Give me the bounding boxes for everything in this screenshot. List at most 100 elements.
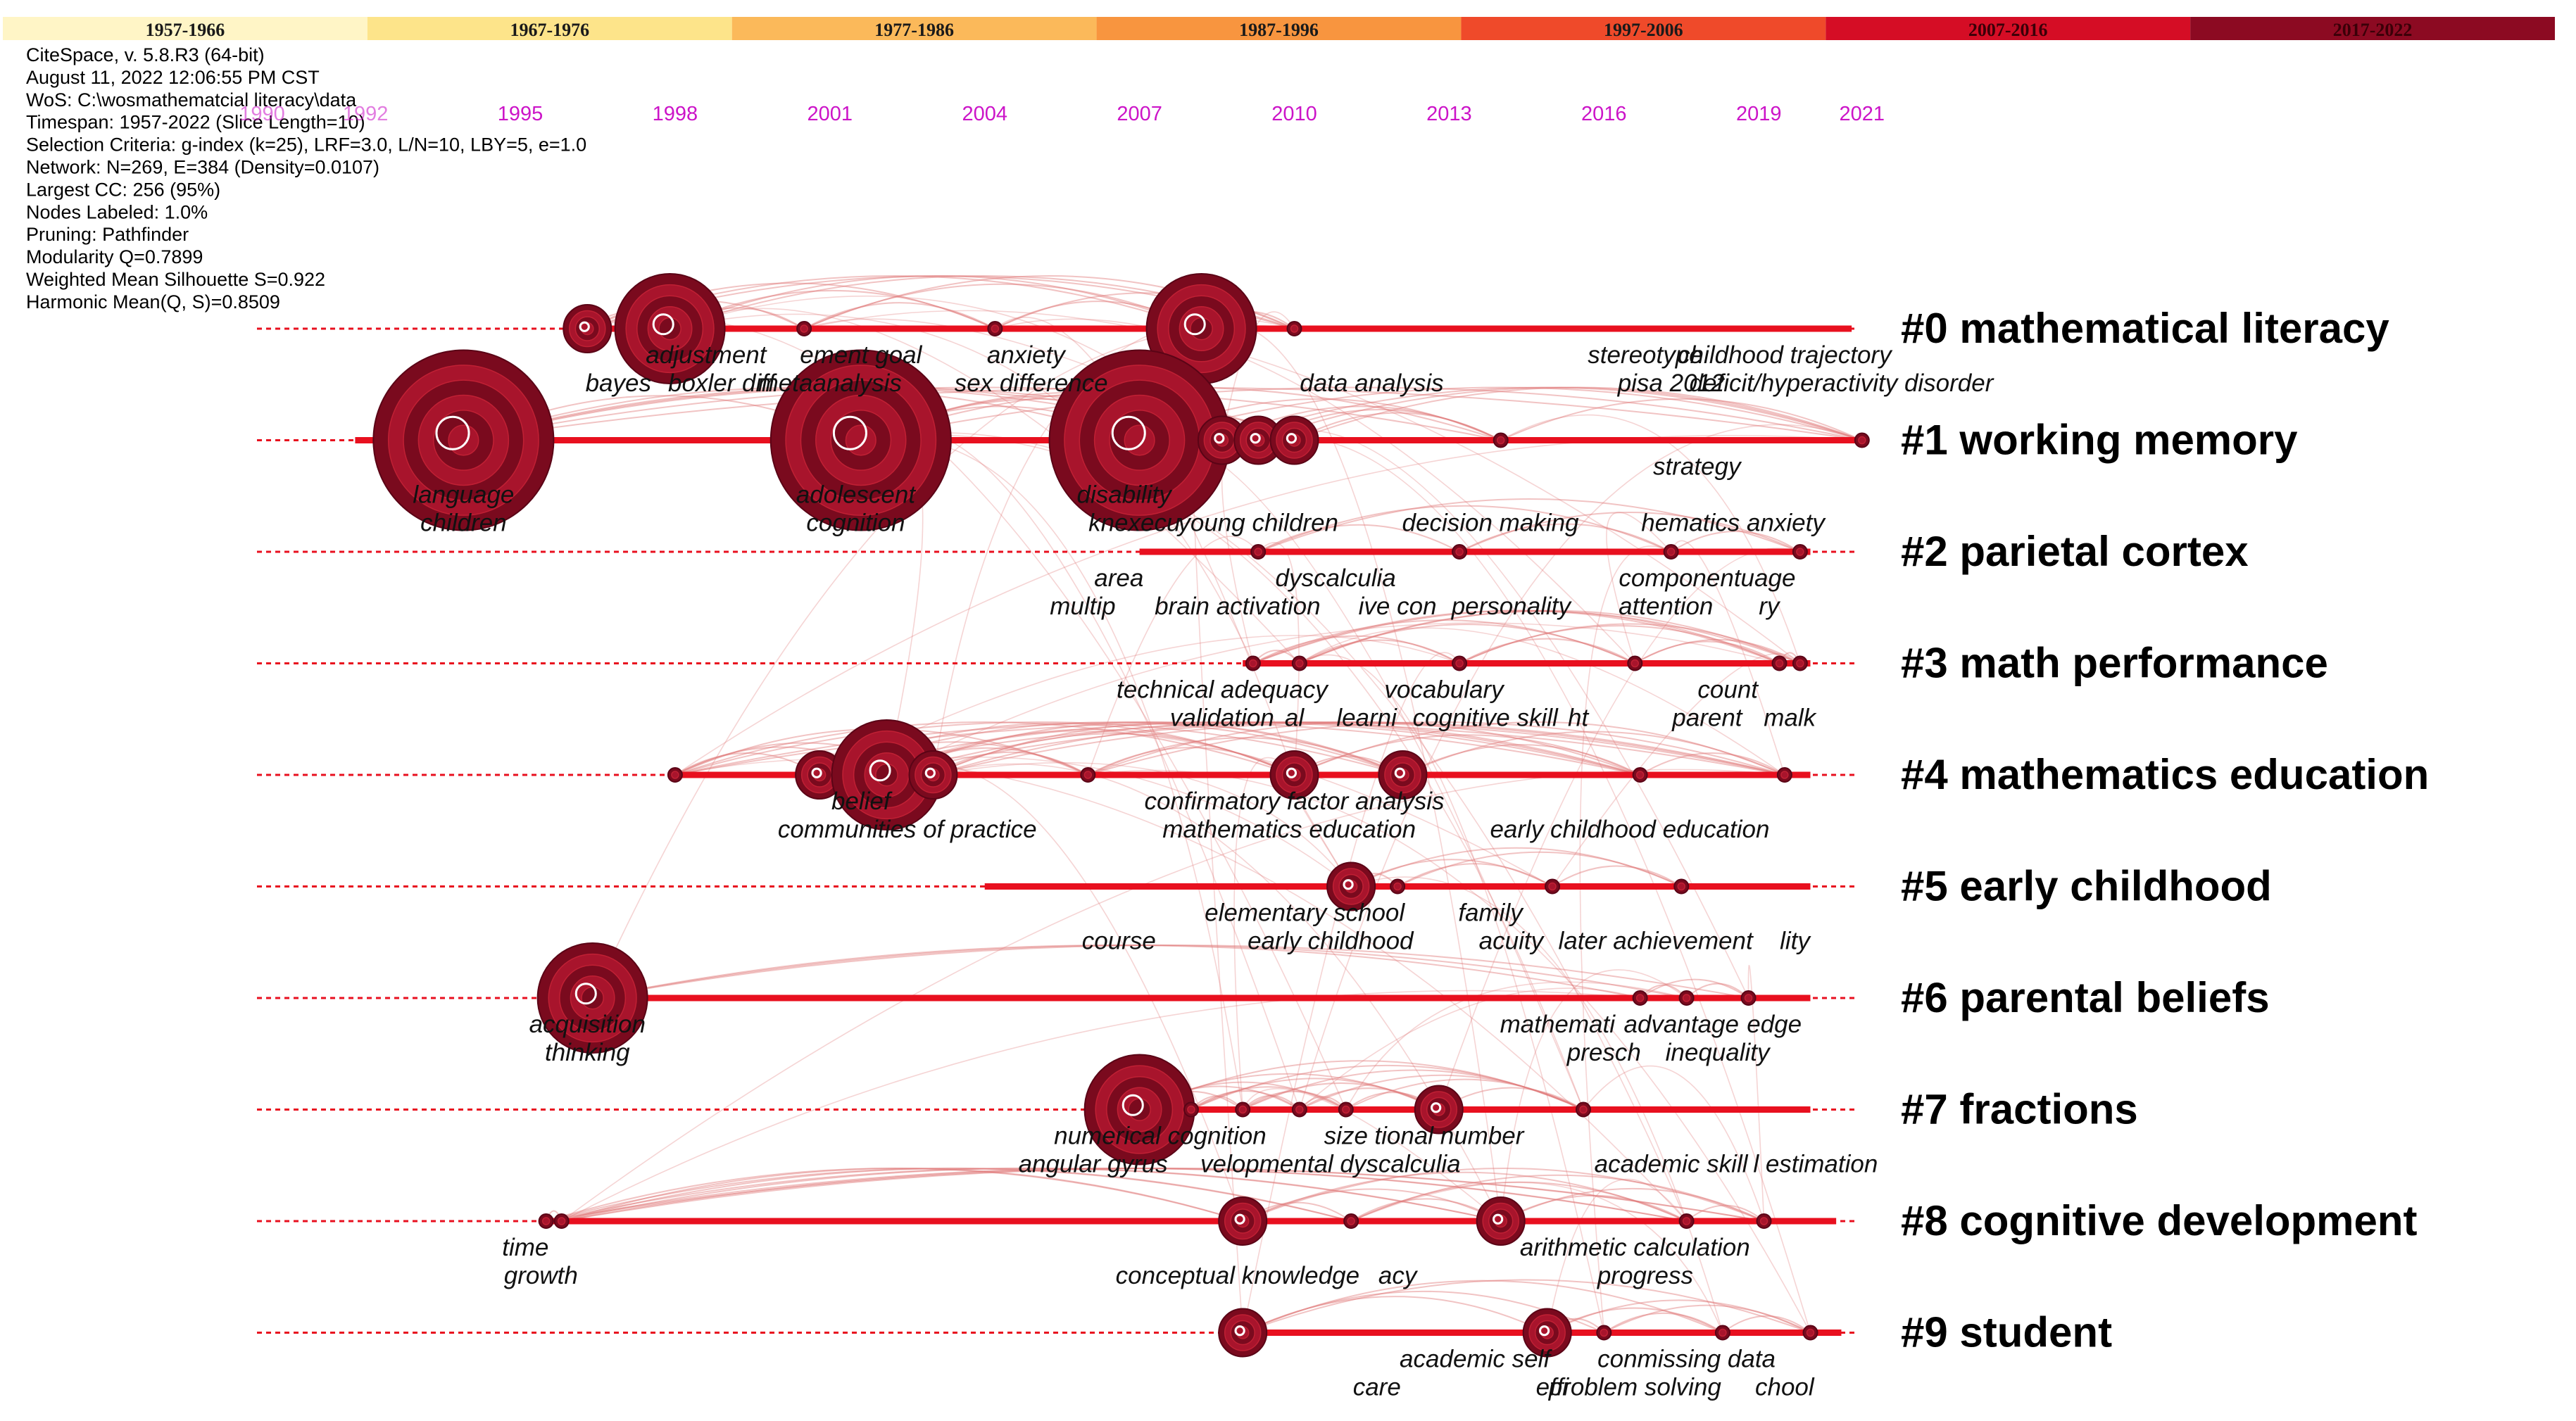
citation-node[interactable] bbox=[796, 321, 812, 336]
citation-node[interactable] bbox=[614, 273, 726, 384]
cluster-label[interactable]: #5 early childhood bbox=[1901, 863, 2272, 910]
citation-node[interactable] bbox=[1714, 1325, 1730, 1341]
citation-node[interactable] bbox=[553, 1213, 570, 1229]
citation-node[interactable] bbox=[769, 349, 952, 531]
citation-node[interactable] bbox=[372, 349, 555, 531]
citation-node[interactable] bbox=[1083, 1054, 1195, 1166]
citation-node[interactable] bbox=[1575, 1101, 1591, 1118]
citation-node[interactable] bbox=[1632, 990, 1648, 1006]
citation-node[interactable] bbox=[667, 767, 683, 783]
citation-arc bbox=[1242, 1279, 1811, 1334]
citation-node[interactable] bbox=[831, 719, 943, 831]
cluster-label[interactable]: #0 mathematical literacy bbox=[1901, 305, 2389, 352]
citation-arc bbox=[561, 1168, 1764, 1222]
year-tick-label: 2007 bbox=[1117, 103, 1162, 125]
citation-node[interactable] bbox=[1048, 349, 1231, 531]
cluster-label[interactable]: #7 fractions bbox=[1901, 1086, 2138, 1133]
cluster-label[interactable]: #9 student bbox=[1901, 1309, 2112, 1356]
citation-node[interactable] bbox=[1756, 1213, 1772, 1229]
citation-node[interactable] bbox=[795, 750, 845, 800]
citation-node[interactable] bbox=[1678, 990, 1695, 1006]
citation-arc bbox=[1547, 1299, 1811, 1334]
citation-node[interactable] bbox=[1218, 1308, 1268, 1358]
term-label: arithmetic calculation bbox=[1520, 1234, 1750, 1261]
citation-node[interactable] bbox=[1673, 878, 1690, 895]
citation-arc bbox=[546, 1168, 1764, 1222]
year-tick-label: 2016 bbox=[1581, 103, 1627, 125]
citation-arc bbox=[670, 275, 1202, 329]
citation-arc bbox=[1640, 978, 1749, 999]
citation-node[interactable] bbox=[1493, 432, 1509, 448]
citation-node[interactable] bbox=[1269, 750, 1319, 800]
citation-arc bbox=[933, 723, 1403, 776]
citation-node[interactable] bbox=[1343, 1213, 1359, 1229]
cluster-label[interactable]: #8 cognitive development bbox=[1901, 1197, 2418, 1244]
citation-node[interactable] bbox=[1596, 1325, 1612, 1341]
term-label: ry bbox=[1759, 593, 1781, 620]
cluster-label[interactable]: #6 parental beliefs bbox=[1901, 974, 2270, 1021]
citation-node[interactable] bbox=[1378, 750, 1428, 800]
term-label: effi bbox=[1536, 1374, 1570, 1401]
citation-node[interactable] bbox=[1522, 1308, 1572, 1358]
period-label: 2007-2016 bbox=[1968, 20, 2048, 40]
citation-node[interactable] bbox=[1771, 655, 1788, 671]
citation-node[interactable] bbox=[1632, 767, 1648, 783]
citation-arc bbox=[1299, 654, 1605, 1333]
term-label: vocabulary bbox=[1384, 676, 1505, 704]
citation-node[interactable] bbox=[1452, 544, 1468, 560]
citation-node[interactable] bbox=[1476, 1196, 1526, 1246]
term-label: time bbox=[502, 1234, 548, 1261]
citation-node[interactable] bbox=[1802, 1325, 1818, 1341]
citation-node[interactable] bbox=[1183, 1101, 1199, 1118]
citation-node[interactable] bbox=[1291, 1101, 1307, 1118]
citation-node[interactable] bbox=[1145, 273, 1257, 384]
citation-node[interactable] bbox=[1245, 655, 1261, 671]
citation-arc bbox=[819, 635, 1460, 776]
citation-node[interactable] bbox=[1218, 1196, 1268, 1246]
cluster-label[interactable]: #1 working memory bbox=[1901, 417, 2298, 464]
citation-node[interactable] bbox=[1338, 1101, 1354, 1118]
citation-node[interactable] bbox=[1740, 990, 1757, 1006]
citation-node[interactable] bbox=[1291, 655, 1307, 671]
info-line: Weighted Mean Silhouette S=0.922 bbox=[26, 269, 325, 290]
term-label: personality bbox=[1451, 593, 1573, 620]
citation-node[interactable] bbox=[1080, 767, 1096, 783]
year-tick-label: 1998 bbox=[653, 103, 698, 125]
citation-node[interactable] bbox=[987, 321, 1003, 336]
citation-node[interactable] bbox=[908, 750, 958, 800]
citation-node[interactable] bbox=[1250, 544, 1267, 560]
citation-node[interactable] bbox=[1233, 415, 1283, 465]
citation-node[interactable] bbox=[1414, 1085, 1464, 1135]
citation-node[interactable] bbox=[1792, 544, 1808, 560]
citation-node[interactable] bbox=[1235, 1101, 1251, 1118]
citation-node[interactable] bbox=[1452, 655, 1468, 671]
cluster-label[interactable]: #3 math performance bbox=[1901, 640, 2328, 687]
citation-node[interactable] bbox=[1776, 767, 1792, 783]
citation-arc bbox=[1350, 1181, 1688, 1222]
cluster-label[interactable]: #4 mathematics education bbox=[1901, 751, 2429, 798]
citation-node[interactable] bbox=[1390, 878, 1406, 895]
term-label: anxiety bbox=[987, 341, 1067, 369]
citation-arc bbox=[1242, 1171, 1687, 1222]
term-label: attention bbox=[1619, 593, 1713, 620]
citation-node[interactable] bbox=[536, 942, 648, 1054]
cluster-label[interactable]: #2 parietal cortex bbox=[1901, 528, 2249, 575]
citation-node[interactable] bbox=[1269, 415, 1319, 465]
citation-node[interactable] bbox=[1663, 544, 1679, 560]
period-segment bbox=[3, 17, 367, 40]
year-tick-label: 2013 bbox=[1426, 103, 1472, 125]
citation-node[interactable] bbox=[563, 304, 612, 353]
citation-node[interactable] bbox=[1627, 655, 1643, 671]
citation-arc bbox=[1258, 436, 1811, 1333]
term-label: adjustment bbox=[646, 341, 767, 369]
citation-node[interactable] bbox=[538, 1213, 554, 1229]
citation-node[interactable] bbox=[1286, 321, 1302, 336]
citation-node[interactable] bbox=[1545, 878, 1560, 895]
citation-node[interactable] bbox=[1854, 432, 1870, 448]
period-label: 1957-1966 bbox=[146, 20, 225, 40]
citation-node[interactable] bbox=[1326, 861, 1376, 911]
citation-node[interactable] bbox=[1792, 655, 1808, 671]
citation-arc bbox=[561, 1168, 1501, 1222]
term-label: elementary school bbox=[1205, 899, 1405, 927]
citation-node[interactable] bbox=[1678, 1213, 1695, 1229]
